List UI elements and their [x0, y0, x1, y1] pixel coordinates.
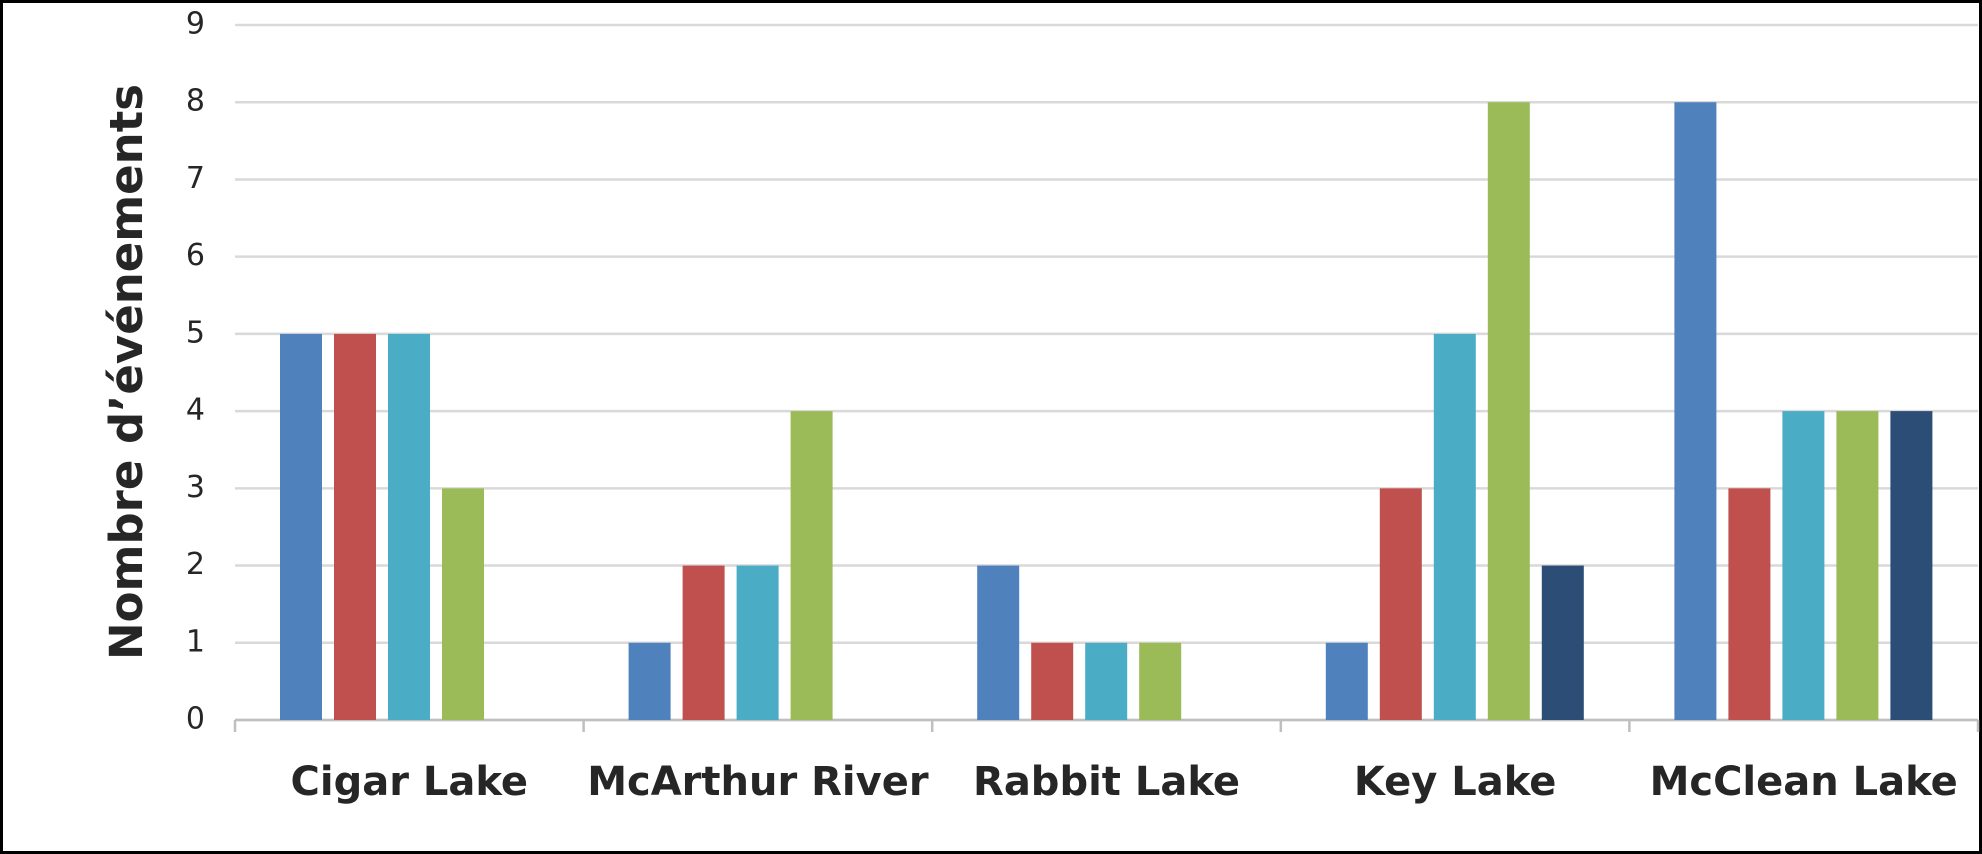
bar: [1890, 411, 1933, 720]
x-tick-label: Key Lake: [1354, 759, 1557, 805]
y-tick-label: 7: [186, 161, 205, 196]
bar: [1085, 642, 1128, 720]
bar: [977, 565, 1020, 720]
bar: [1379, 488, 1422, 720]
x-tick-label: Rabbit Lake: [973, 759, 1240, 805]
bar: [1728, 488, 1771, 720]
x-tick-label: McClean Lake: [1650, 759, 1958, 805]
y-tick-label: 9: [186, 7, 205, 42]
y-tick-label: 0: [186, 702, 205, 737]
bar: [1487, 102, 1530, 720]
bar: [628, 642, 671, 720]
bar: [442, 488, 484, 720]
y-tick-label: 2: [186, 547, 205, 582]
y-tick-label: 1: [186, 624, 205, 659]
bar: [790, 411, 833, 720]
x-tick-label: McArthur River: [587, 759, 929, 805]
bar: [1836, 411, 1879, 720]
bar: [280, 333, 322, 720]
bar: [1031, 642, 1074, 720]
bar: [1325, 642, 1368, 720]
bar: [1433, 333, 1476, 720]
bar: [682, 565, 725, 720]
bar: [1674, 102, 1717, 720]
bar: [1139, 642, 1182, 720]
bar: [1782, 411, 1825, 720]
x-tick-label: Cigar Lake: [291, 759, 528, 805]
y-tick-label: 5: [186, 315, 205, 350]
y-tick-label: 8: [186, 84, 205, 119]
bar: [334, 333, 376, 720]
bar: [388, 333, 430, 720]
y-axis-label: Nombre d’événements: [100, 84, 153, 660]
y-tick-label: 3: [186, 470, 205, 505]
y-tick-label: 6: [186, 238, 205, 273]
y-tick-label: 4: [186, 393, 205, 428]
bar: [736, 565, 779, 720]
bar: [1541, 565, 1584, 720]
